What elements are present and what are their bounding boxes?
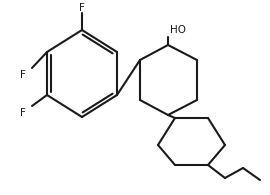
Text: F: F	[79, 3, 85, 13]
Text: HO: HO	[170, 25, 186, 35]
Text: F: F	[20, 108, 26, 118]
Text: F: F	[20, 70, 26, 80]
